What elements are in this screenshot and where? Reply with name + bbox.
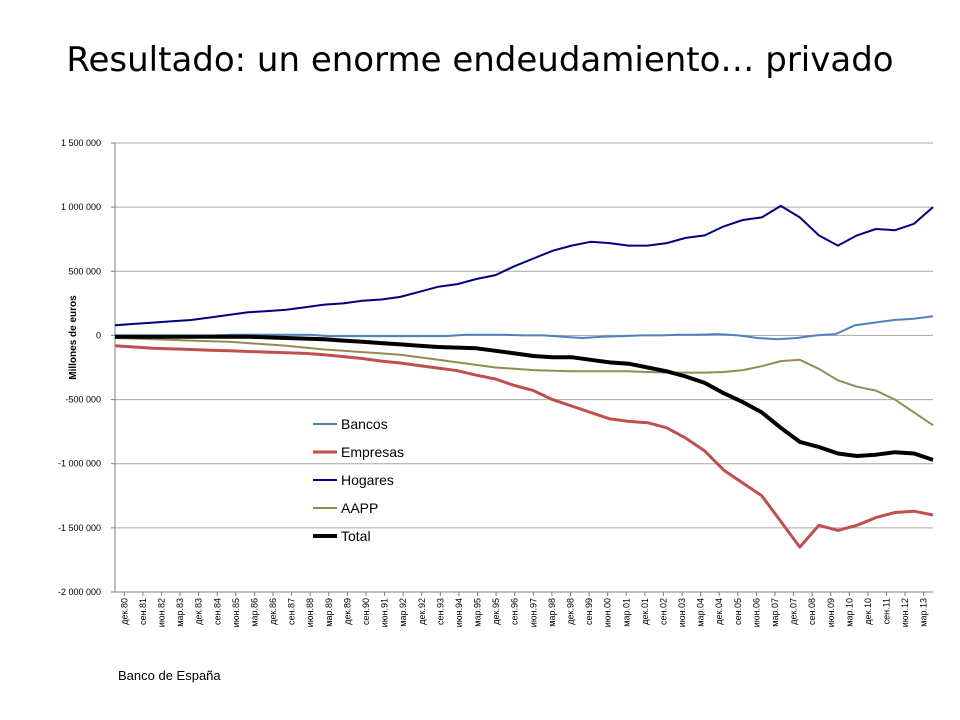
y-tick-label: -1 000 000 — [58, 459, 101, 469]
x-tick-label: сен.99 — [584, 598, 594, 625]
x-axis: дек.80 сен.81 июн.82 мар.83 дек.83 сен.84 июн.… — [115, 591, 933, 627]
x-tick-label: сен.08 — [807, 598, 817, 625]
x-tick-label: сен.81 — [138, 598, 148, 625]
x-tick-label: сен.90 — [361, 598, 371, 625]
legend-label-bancos: Bancos — [341, 416, 388, 432]
x-tick-label: дек.86 — [268, 598, 278, 625]
y-tick-label: 0 — [96, 330, 101, 340]
x-tick-label: дек.83 — [194, 598, 204, 625]
legend-label-total: Total — [341, 528, 371, 544]
series-line-bancos — [115, 315, 934, 341]
x-tick-label: мар.98 — [547, 598, 557, 627]
x-tick-label: дек.89 — [342, 598, 352, 625]
y-tick-label: 1 000 000 — [61, 202, 101, 212]
series-line-total — [115, 334, 934, 462]
x-tick-label: дек.80 — [119, 598, 129, 625]
x-tick-label: мар.89 — [324, 598, 334, 627]
y-tick-label: -500 000 — [65, 395, 101, 405]
x-tick-label: мар.13 — [919, 598, 929, 627]
legend-label-hogares: Hogares — [341, 472, 394, 488]
y-axis-title: Millones de euros — [68, 295, 79, 380]
x-tick-label: июн.82 — [156, 598, 166, 627]
x-tick-label: мар.92 — [398, 598, 408, 627]
x-tick-label: мар.07 — [770, 598, 780, 627]
y-tick-label: -2 000 000 — [58, 587, 101, 597]
x-tick-label: сен.93 — [435, 598, 445, 625]
x-tick-label: июн.91 — [380, 598, 390, 627]
x-tick-label: мар.83 — [175, 598, 185, 627]
x-tick-label: июн.94 — [454, 598, 464, 627]
x-tick-label: дек.95 — [491, 598, 501, 625]
x-tick-label: дек.98 — [565, 598, 575, 625]
y-axis: 1 500 000 1 000 000 500 000 0 -500 000 -1 000… — [58, 138, 116, 597]
x-tick-label: сен.02 — [658, 598, 668, 625]
slide-title: Resultado: un enorme endeudamiento… priv… — [66, 40, 894, 80]
x-tick-label: дек.07 — [789, 598, 799, 625]
x-tick-label: июн.09 — [826, 598, 836, 627]
x-tick-label: сен.05 — [733, 598, 743, 625]
y-tick-label: 1 500 000 — [61, 138, 101, 148]
x-tick-label: сен.87 — [287, 598, 297, 625]
x-tick-label: июн.03 — [677, 598, 687, 627]
x-tick-label: сен.11 — [882, 598, 892, 624]
x-tick-label: июн.97 — [528, 598, 538, 627]
x-tick-label: мар.10 — [844, 598, 854, 627]
x-tick-label: июн.00 — [603, 598, 613, 627]
x-tick-label: дек.92 — [417, 598, 427, 625]
series-line-empresas — [114, 344, 934, 549]
x-tick-label: дек.10 — [863, 598, 873, 625]
legend: Bancos Empresas Hogares AAPP Total — [313, 416, 404, 544]
x-tick-label: июн.06 — [751, 598, 761, 627]
series-line-aapp — [114, 337, 934, 427]
x-tick-label: мар.86 — [249, 598, 259, 627]
gridlines — [115, 142, 933, 593]
x-tick-label: дек.04 — [714, 598, 724, 625]
x-tick-label: июн.88 — [305, 598, 315, 627]
series-lines — [114, 204, 934, 549]
source-note: Banco de España — [118, 668, 221, 683]
x-tick-label: мар.04 — [696, 598, 706, 627]
x-tick-label: сен.96 — [510, 598, 520, 625]
x-tick-label: мар.95 — [473, 598, 483, 627]
x-tick-label: июн.85 — [231, 598, 241, 627]
legend-label-empresas: Empresas — [341, 444, 404, 460]
y-tick-label: -1 500 000 — [58, 523, 101, 533]
x-tick-label: сен.84 — [212, 598, 222, 625]
x-tick-label: мар.01 — [621, 598, 631, 627]
x-tick-label: дек.01 — [640, 598, 650, 625]
legend-label-aapp: AAPP — [341, 500, 378, 516]
x-tick-label: июн.12 — [900, 598, 910, 627]
y-tick-label: 500 000 — [68, 266, 101, 276]
series-line-hogares — [114, 204, 934, 327]
